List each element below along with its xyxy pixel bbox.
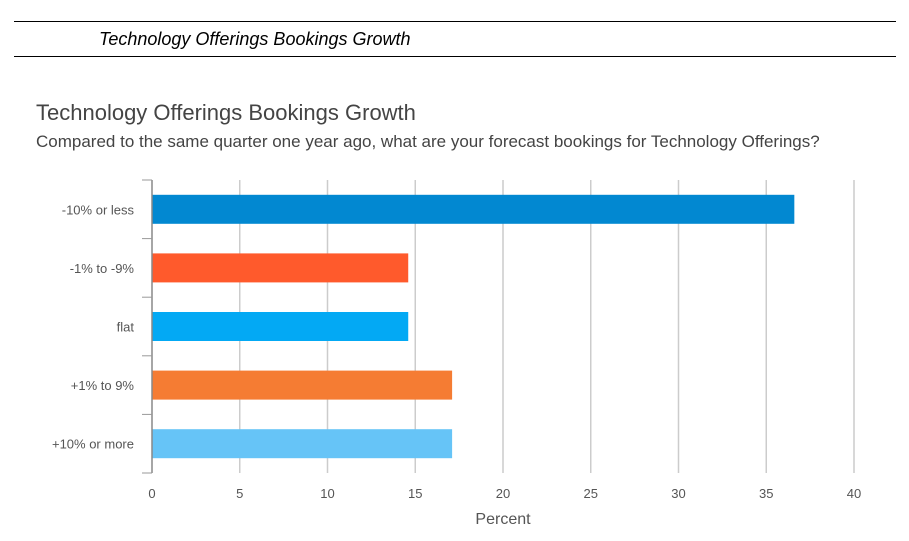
- header-title: Technology Offerings Bookings Growth: [99, 29, 411, 49]
- header-top-rule: [14, 21, 896, 22]
- y-category-label: +1% to 9%: [71, 378, 135, 393]
- bar: [152, 312, 409, 341]
- bar: [152, 429, 453, 459]
- x-tick-label: 25: [584, 486, 598, 501]
- x-tick-label: 40: [847, 486, 861, 501]
- bar: [152, 253, 409, 283]
- y-category-label: -1% to -9%: [70, 261, 135, 276]
- bar: [152, 370, 453, 400]
- chart-title: Technology Offerings Bookings Growth: [36, 100, 416, 125]
- bar: [152, 194, 795, 224]
- x-tick-label: 10: [320, 486, 334, 501]
- axes: 0 5 10 15 20 25 30 35 40 -10% or less -1% to -9% fl…: [52, 179, 861, 501]
- x-tick-label: 20: [496, 486, 510, 501]
- y-category-label: +10% or more: [52, 437, 134, 452]
- x-tick-label: 0: [148, 486, 155, 501]
- x-axis-title: Percent: [475, 511, 531, 528]
- bars: [152, 194, 795, 459]
- y-category-label: -10% or less: [62, 202, 135, 217]
- x-tick-label: 15: [408, 486, 422, 501]
- y-category-label: flat: [117, 320, 135, 335]
- chart-subtitle: Compared to the same quarter one year ag…: [36, 132, 820, 151]
- x-tick-label: 30: [671, 486, 685, 501]
- x-tick-label: 5: [236, 486, 243, 501]
- x-tick-label: 35: [759, 486, 773, 501]
- header-bottom-rule: [14, 56, 896, 57]
